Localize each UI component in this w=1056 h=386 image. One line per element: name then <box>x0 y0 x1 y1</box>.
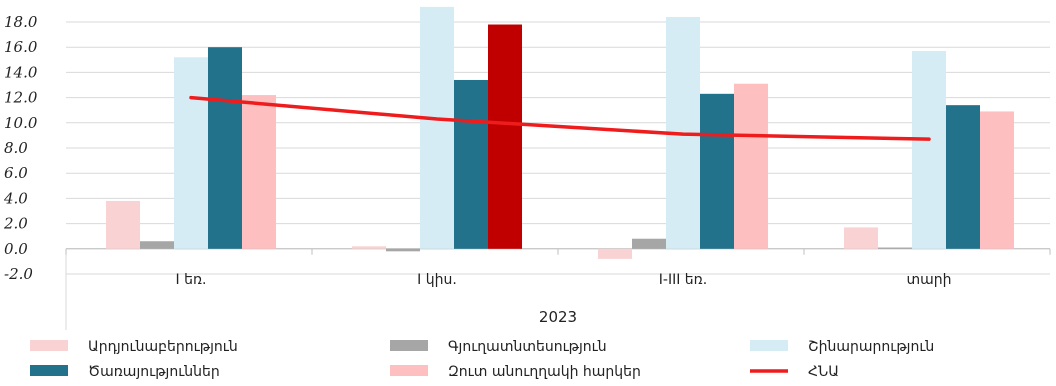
bar <box>734 83 768 249</box>
y-tick-label: 6.0 <box>4 164 28 182</box>
bar <box>488 24 522 249</box>
y-tick-label: 0.0 <box>4 240 28 258</box>
category-label: տարի <box>906 272 951 288</box>
bar <box>386 248 420 252</box>
gdp-point <box>927 137 931 141</box>
bar <box>632 238 666 249</box>
bar <box>878 247 912 249</box>
legend-swatch <box>390 365 428 376</box>
category-label: I կիս. <box>417 272 457 288</box>
legend-swatch <box>750 340 788 351</box>
gdp-point <box>681 132 685 136</box>
y-tick-label: -2.0 <box>4 265 33 283</box>
y-tick-label: 18.0 <box>4 13 38 31</box>
bar <box>174 57 208 249</box>
y-axis: -2.0 0.0 2.0 4.0 6.0 8.0 10.0 12.0 14.0 16.0 18.0 <box>3 13 38 283</box>
gdp-line <box>189 95 931 141</box>
legend-swatch <box>30 365 68 376</box>
gdp-point <box>435 117 439 121</box>
legend-label: Արդյունաբերություն <box>88 339 238 355</box>
bar <box>352 246 386 249</box>
y-tick-label: 4.0 <box>3 189 28 207</box>
year-group-label: 2023 <box>539 308 577 326</box>
bar <box>980 111 1014 249</box>
legend-label: ՀՆԱ <box>808 364 839 380</box>
y-tick-label: 10.0 <box>4 114 38 132</box>
bar <box>700 93 734 249</box>
bar <box>242 95 276 249</box>
bar <box>844 227 878 249</box>
bar <box>912 50 946 249</box>
y-tick-label: 8.0 <box>4 139 28 157</box>
legend: Արդյունաբերություն Գյուղատնտեսություն Շինա… <box>30 339 934 380</box>
y-tick-label: 2.0 <box>3 215 28 233</box>
bar <box>106 200 140 249</box>
y-tick-label: 16.0 <box>4 38 38 56</box>
bar <box>140 241 174 249</box>
bar <box>598 248 632 259</box>
bar <box>454 79 488 249</box>
legend-label: Շինարարություն <box>808 339 934 355</box>
bar <box>208 47 242 249</box>
gdp-line-layer <box>189 95 931 141</box>
legend-swatch <box>390 340 428 351</box>
legend-label: Գյուղատնտեսություն <box>448 339 607 355</box>
gdp-point <box>189 96 193 100</box>
x-axis: I եռ. I կիս. I-III եռ. տարի 2023 <box>65 248 1051 326</box>
legend-label: Զուտ անուղղակի հարկեր <box>448 364 641 380</box>
legend-swatch <box>30 340 68 351</box>
y-tick-label: 14.0 <box>4 63 38 81</box>
category-label: I-III եռ. <box>659 272 707 288</box>
bars <box>106 6 1014 259</box>
legend-label: Ծառայություններ <box>88 364 220 380</box>
bar <box>420 6 454 249</box>
category-label: I եռ. <box>176 272 207 288</box>
y-tick-label: 12.0 <box>4 89 38 107</box>
bar <box>946 105 980 249</box>
